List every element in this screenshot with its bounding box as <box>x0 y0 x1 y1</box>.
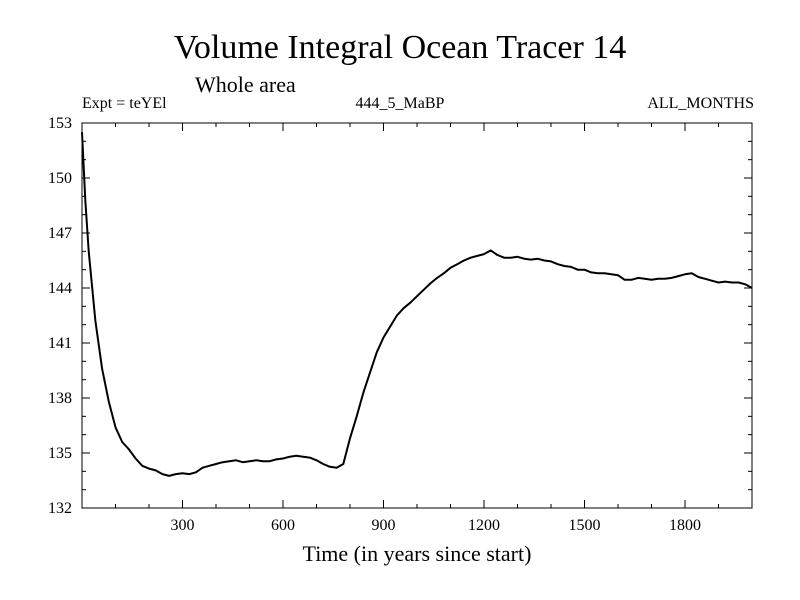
plot-axes: 300 600 900 1200 1500 1800 132 135 138 141 144 147 1… <box>48 115 753 534</box>
x-tick-label: 300 <box>171 517 195 534</box>
y-tick-label: 135 <box>48 445 72 462</box>
y-tick-label: 141 <box>48 335 72 352</box>
months-label: ALL_MONTHS <box>647 95 754 112</box>
series-group <box>81 132 753 477</box>
y-tick-label: 144 <box>48 280 72 297</box>
x-tick-label: 900 <box>372 517 396 534</box>
y-tick-label: 138 <box>48 390 72 407</box>
series-line <box>81 132 753 477</box>
y-tick-label: 150 <box>48 170 72 187</box>
x-tick-label: 1800 <box>669 517 701 534</box>
chart-title: Volume Integral Ocean Tracer 14 <box>173 29 627 66</box>
plot-frame <box>81 122 753 509</box>
y-tick-label: 153 <box>48 115 72 132</box>
y-tick-label: 147 <box>48 225 72 242</box>
experiment-label: Expt = teYEl <box>82 95 167 112</box>
x-tick-label: 600 <box>271 517 295 534</box>
chart-subtitle: Whole area <box>195 72 296 97</box>
x-axis-label: Time (in years since start) <box>302 541 532 566</box>
x-tick-label: 1200 <box>468 517 500 534</box>
period-label: 444_5_MaBP <box>355 95 445 112</box>
x-tick-label: 1500 <box>569 517 601 534</box>
y-tick-label: 132 <box>48 500 72 517</box>
